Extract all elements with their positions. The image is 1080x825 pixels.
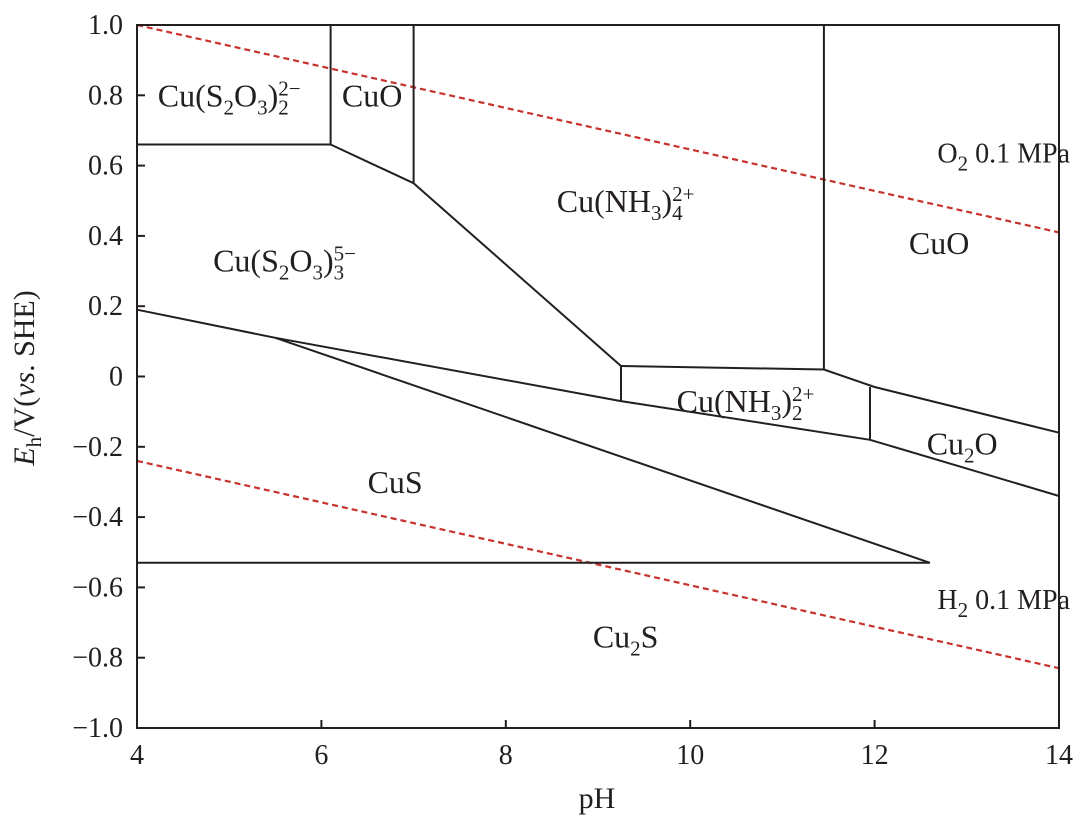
formula-text: Cu(NH <box>557 183 651 219</box>
x-tick-label: 12 <box>861 740 889 771</box>
formula-text: O <box>234 77 257 113</box>
formula-text: 0.1 MPa <box>968 585 1070 616</box>
x-tick-label: 8 <box>499 740 513 771</box>
y-tick-label: −0.8 <box>72 643 123 674</box>
formula-text: Cu(S <box>213 243 279 279</box>
region-label-cuo-right: CuO <box>909 225 969 261</box>
region-label-cu2o: Cu2O <box>927 425 998 467</box>
formula-text: O <box>975 425 998 461</box>
x-tick-label: 6 <box>314 740 328 771</box>
y-tick-label: 0.2 <box>88 291 123 322</box>
boundary-nh3-4-nh3-2-top <box>620 365 1060 434</box>
reference-lines <box>136 23 1060 670</box>
y-tick-label: −0.2 <box>72 432 123 463</box>
x-axis-title: pH <box>579 782 616 815</box>
boundary-tsa3-nh3-4-boundary <box>412 182 622 367</box>
charge: 2+ <box>672 182 694 206</box>
formula-text: ) <box>781 383 792 419</box>
subscript: 3 <box>771 401 782 425</box>
boundary-cus-upper-boundary <box>136 308 1060 497</box>
region-label-cu-nh3-4: Cu(NH3)42+ <box>557 182 695 225</box>
subscript: 3 <box>257 95 268 119</box>
formula-text: Cu <box>927 425 964 461</box>
subscript: 2 <box>279 261 290 285</box>
formula-text: H <box>937 585 957 616</box>
boundary-cus-inner-boundary <box>274 336 931 564</box>
region-label-cus: CuS <box>368 464 423 500</box>
x-tick-label: 14 <box>1045 740 1073 771</box>
subscript: 2 <box>278 95 289 119</box>
subscript: 2 <box>224 95 235 119</box>
formula-text: CuS <box>368 464 423 500</box>
region-label-cu2s: Cu2S <box>593 619 659 661</box>
y-tick-label: −0.6 <box>72 572 123 603</box>
formula-text: O <box>937 139 957 170</box>
reference-label-h2: H2 0.1 MPa <box>937 585 1070 622</box>
subscript: 3 <box>312 261 323 285</box>
formula-text: Cu <box>593 619 630 655</box>
subscript: 2 <box>958 598 969 622</box>
subscript: 4 <box>672 201 683 225</box>
charge: 2− <box>278 76 300 100</box>
y-tick-label: −1.0 <box>72 713 123 744</box>
formula-text: CuO <box>342 77 402 113</box>
formula-text: ) <box>323 243 334 279</box>
x-tick-label: 4 <box>130 740 144 771</box>
boundary-cuo-upper-bottom <box>330 143 415 185</box>
charge: 2+ <box>792 382 814 406</box>
y-tick-label: 0.6 <box>88 151 123 182</box>
region-label-cu-s2o3-2: Cu(S2O3)22− <box>158 76 301 119</box>
formula-text: Cu(S <box>158 77 224 113</box>
subscript: 2 <box>630 637 641 661</box>
charge: 5− <box>334 242 356 266</box>
x-axis: 4 6 8 10 12 14 <box>130 720 1073 771</box>
formula-text: ) <box>268 77 279 113</box>
formula-text: ) <box>662 183 673 219</box>
region-label-cu-s2o3-3: Cu(S2O3)35− <box>213 242 356 285</box>
reference-label-o2: O2 0.1 MPa <box>937 139 1070 176</box>
formula-text: S <box>641 619 659 655</box>
subscript: 2 <box>792 401 803 425</box>
x-tick-label: 10 <box>676 740 704 771</box>
y-axis: 1.0 0.8 0.6 0.4 0.2 0 −0.2 −0.4 −0.6 −0.8 −1.0 <box>72 10 145 744</box>
phase-boundaries <box>136 25 1060 564</box>
y-axis-title: Eh/V(vs. SHE) <box>8 290 46 467</box>
formula-text: Cu(NH <box>677 383 771 419</box>
subscript: 3 <box>334 261 345 285</box>
region-labels: Cu(S2O3)22− CuOCu(S2O3)35−Cu(NH3)42+CuOCu… <box>158 76 998 660</box>
y-tick-label: 0.8 <box>88 80 123 111</box>
formula-text: 0.1 MPa <box>968 139 1070 170</box>
subscript: 3 <box>651 201 662 225</box>
h2-line <box>136 459 1060 670</box>
y-tick-label: −0.4 <box>72 502 123 533</box>
formula-text: CuO <box>909 225 969 261</box>
y-tick-label: 0 <box>109 362 123 393</box>
y-tick-label: 1.0 <box>88 10 123 41</box>
subscript: 2 <box>958 152 969 176</box>
o2-line <box>136 23 1060 234</box>
region-label-cu-nh3-2: Cu(NH3)22+ <box>677 382 815 425</box>
subscript: 2 <box>964 443 975 467</box>
formula-text: O <box>289 243 312 279</box>
region-label-cuo-upper: CuO <box>342 77 402 113</box>
y-tick-label: 0.4 <box>88 221 123 252</box>
